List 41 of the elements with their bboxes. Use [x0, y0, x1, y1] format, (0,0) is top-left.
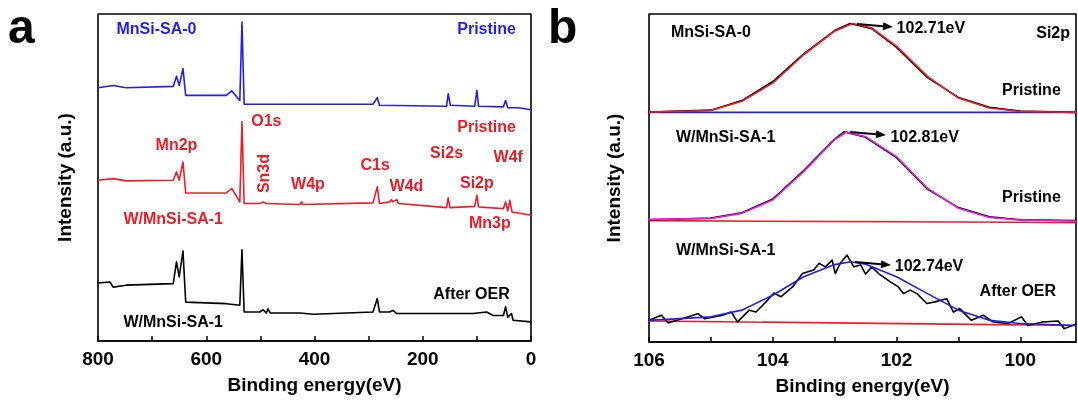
annotation: Mn3p [468, 213, 511, 231]
annotation: W/MnSi-SA-1 [123, 210, 224, 228]
annotation: Pristine [457, 20, 517, 38]
x-axis-title: Binding energy(eV) [775, 375, 950, 396]
annotation: MnSi-SA-0 [116, 20, 197, 38]
text: b [548, 0, 578, 53]
annotation: W/MnSi-SA-1 [675, 128, 776, 146]
annotation: Si2p [459, 173, 494, 191]
annotation: W/MnSi-SA-1 [675, 241, 776, 259]
annotation: Pristine [457, 118, 517, 136]
y-axis-title: Intensity (a.u.) [54, 113, 75, 242]
annotation: Si2p [1036, 24, 1071, 42]
annotation: After OER [433, 285, 511, 303]
y-axis-title: Intensity (a.u.) [603, 113, 624, 243]
annotation: O1s [251, 111, 282, 129]
annotation: 102.71eV [896, 19, 966, 37]
annotation: 102.81eV [890, 127, 960, 145]
x-tick-label: 106 [633, 349, 665, 370]
annotation: W/MnSi-SA-1 [123, 313, 224, 331]
annotation: After OER [979, 281, 1057, 299]
x-tick-label: 100 [1004, 349, 1037, 370]
x-axis-title: Binding energy(eV) [227, 374, 402, 395]
x-tick-label: 0 [525, 348, 537, 369]
annotation: C1s [360, 156, 390, 174]
annotation: Pristine [1002, 188, 1061, 206]
annotation: Pristine [1002, 81, 1061, 99]
x-tick-label: 104 [756, 349, 790, 370]
annotation: 102.74eV [894, 257, 964, 275]
annotation: MnSi-SA-0 [670, 22, 751, 40]
annotation: Mn2p [155, 136, 198, 154]
x-tick-label: 800 [82, 348, 114, 369]
annotation: Sn3d [255, 153, 273, 194]
annotation: W4p [291, 174, 326, 192]
text: a [8, 0, 35, 53]
x-tick-label: 600 [190, 348, 223, 369]
x-tick-label: 102 [880, 349, 913, 370]
annotation: W4d [389, 176, 424, 194]
x-tick-label: 200 [406, 348, 439, 369]
x-tick-label: 400 [298, 348, 331, 369]
annotation: W4f [493, 148, 524, 166]
annotation: Si2s [430, 143, 464, 161]
